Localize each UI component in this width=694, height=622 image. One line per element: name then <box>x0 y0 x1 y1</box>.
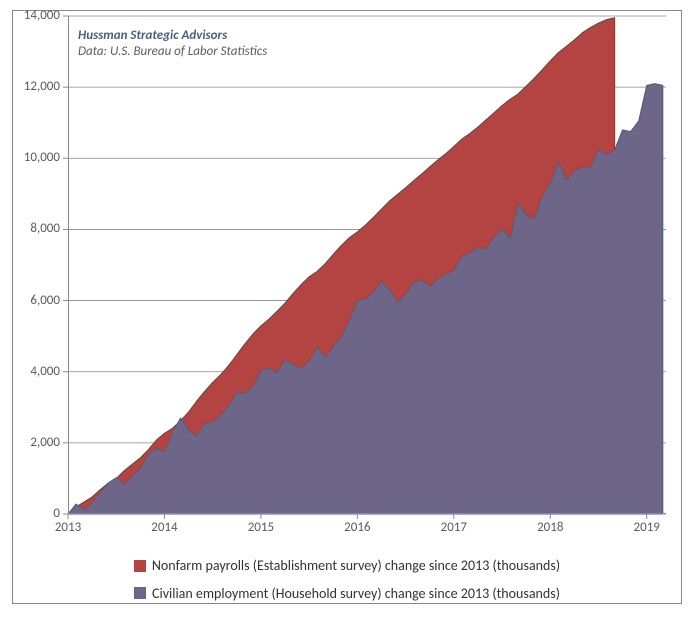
y-tick-label: 12,000 <box>10 79 60 94</box>
x-tick-label: 2016 <box>344 520 370 535</box>
legend-item: Civilian employment (Household survey) c… <box>0 584 694 604</box>
y-tick-label: 8,000 <box>10 221 60 236</box>
y-tick-label: 4,000 <box>10 364 60 379</box>
x-tick-label: 2013 <box>55 520 81 535</box>
y-tick-label: 2,000 <box>10 435 60 450</box>
y-tick-label: 10,000 <box>10 150 60 165</box>
y-tick-label: 6,000 <box>10 293 60 308</box>
y-tick-label: 14,000 <box>10 8 60 23</box>
legend-swatch <box>134 587 146 599</box>
chart-container: Hussman Strategic Advisors Data: U.S. Bu… <box>0 0 694 622</box>
legend-swatch <box>134 560 146 572</box>
legend: Nonfarm payrolls (Establishment survey) … <box>0 556 694 603</box>
x-tick-label: 2019 <box>634 520 660 535</box>
legend-label: Civilian employment (Household survey) c… <box>152 584 560 604</box>
x-tick-label: 2014 <box>151 520 177 535</box>
x-tick-label: 2015 <box>248 520 274 535</box>
legend-item: Nonfarm payrolls (Establishment survey) … <box>0 556 694 576</box>
x-tick-label: 2017 <box>441 520 467 535</box>
x-tick-label: 2018 <box>537 520 563 535</box>
plot-area <box>68 16 666 514</box>
y-tick-label: 0 <box>10 506 60 521</box>
legend-label: Nonfarm payrolls (Establishment survey) … <box>152 556 560 576</box>
